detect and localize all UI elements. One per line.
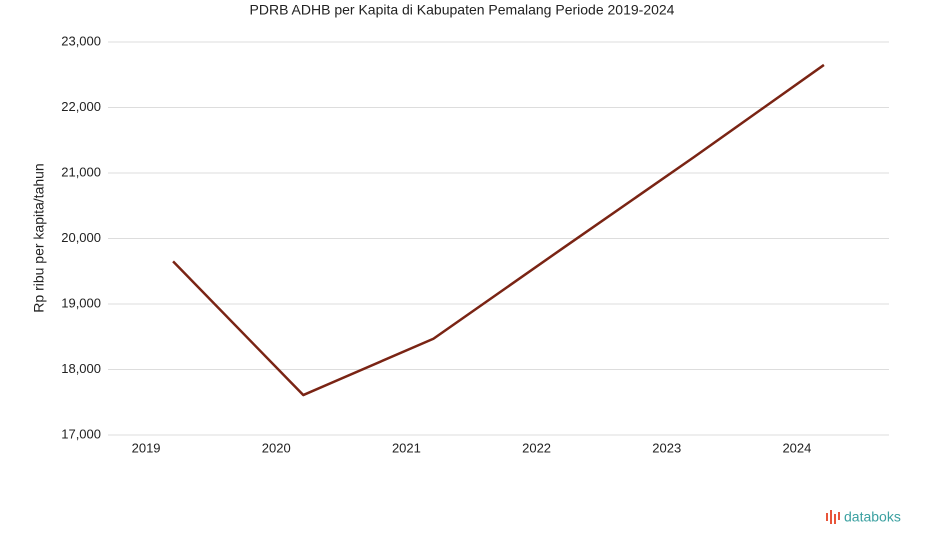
y-tick-label: 17,000 bbox=[61, 426, 101, 441]
y-tick-label: 21,000 bbox=[61, 164, 101, 179]
logo-bar bbox=[834, 514, 836, 524]
logo-bar bbox=[826, 513, 828, 521]
y-tick-label: 20,000 bbox=[61, 230, 101, 245]
y-tick-label: 22,000 bbox=[61, 99, 101, 114]
brand: databoks bbox=[844, 509, 901, 525]
y-tick-label: 19,000 bbox=[61, 295, 101, 310]
y-tick-label: 23,000 bbox=[61, 33, 101, 48]
x-tick-label: 2022 bbox=[522, 440, 551, 455]
x-tick-label: 2023 bbox=[652, 440, 681, 455]
logo-bar bbox=[838, 512, 840, 520]
y-axis-label: Rp ribu per kapita/tahun bbox=[31, 163, 47, 312]
x-tick-label: 2019 bbox=[132, 440, 161, 455]
line bbox=[172, 63, 825, 397]
chart-title: PDRB ADHB per Kapita di Kabupaten Pemala… bbox=[250, 2, 675, 18]
x-tick-label: 2024 bbox=[782, 440, 811, 455]
logo: databoks bbox=[826, 509, 901, 525]
x-tick-label: 2021 bbox=[392, 440, 421, 455]
y-tick-label: 18,000 bbox=[61, 361, 101, 376]
x-tick-label: 2020 bbox=[262, 440, 291, 455]
logo-bar bbox=[830, 510, 832, 524]
